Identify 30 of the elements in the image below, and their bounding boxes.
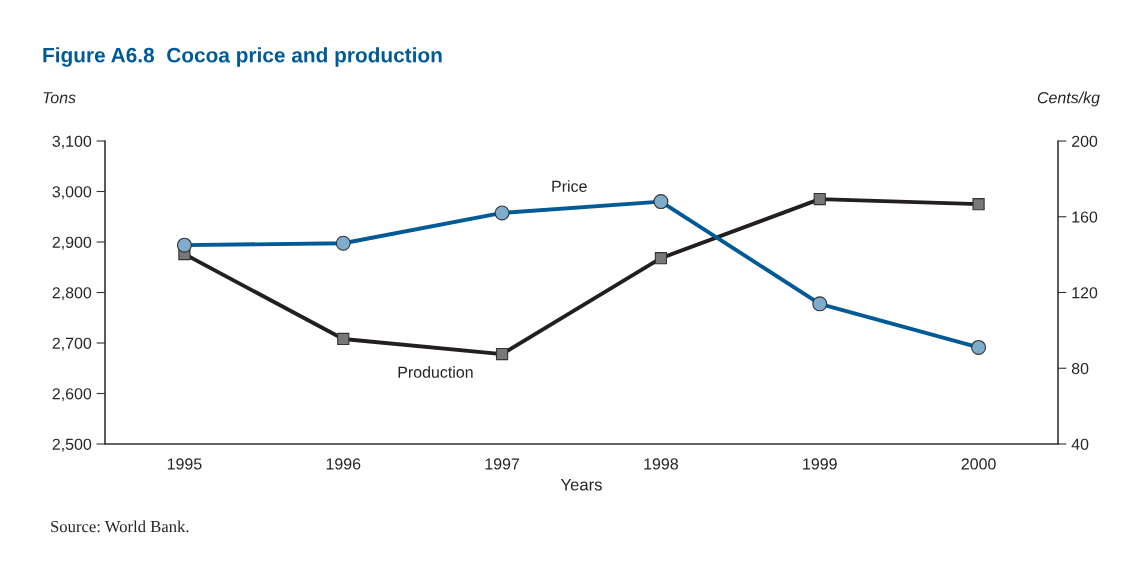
y2-tick-label: 200 (1072, 135, 1098, 147)
chart-title: Figure A6.8 Cocoa price and production (43, 47, 442, 67)
x-tick-label: 1996 (326, 458, 361, 470)
x-tick-label: 1995 (167, 458, 202, 470)
point (972, 198, 985, 211)
y-tick-label: 3,100 (52, 135, 92, 149)
y2-tick-label: 160 (1072, 211, 1098, 223)
y-tick-label: 2,600 (52, 388, 92, 402)
y-tick-label: 2,800 (52, 287, 92, 301)
y-tick-label: 2,900 (52, 236, 92, 250)
point (495, 347, 509, 361)
y2-tick-label: 80 (1071, 362, 1089, 375)
y2-tick-label: 40 (1071, 438, 1089, 450)
y2-tick-label: 120 (1072, 287, 1098, 299)
y-tick-label: 2,700 (52, 337, 92, 351)
point (654, 252, 668, 265)
y2-axis-title: Cents/kg (1037, 91, 1100, 107)
source-note: Source: World Bank. (51, 520, 189, 533)
x-tick-label: 1998 (644, 458, 678, 470)
y-tick-label: 2,500 (52, 438, 92, 452)
x-tick-label: 1999 (803, 458, 837, 470)
point (337, 332, 350, 346)
series-label: Price (552, 180, 587, 192)
x-tick-label: 1997 (485, 458, 520, 470)
x-axis-title: Years (560, 478, 602, 491)
x-tick-label: 2000 (961, 458, 996, 470)
point (813, 192, 826, 206)
series-label: Production (398, 366, 473, 378)
y-axis-title: Tons (43, 92, 76, 104)
y-tick-label: 3,000 (52, 186, 92, 200)
